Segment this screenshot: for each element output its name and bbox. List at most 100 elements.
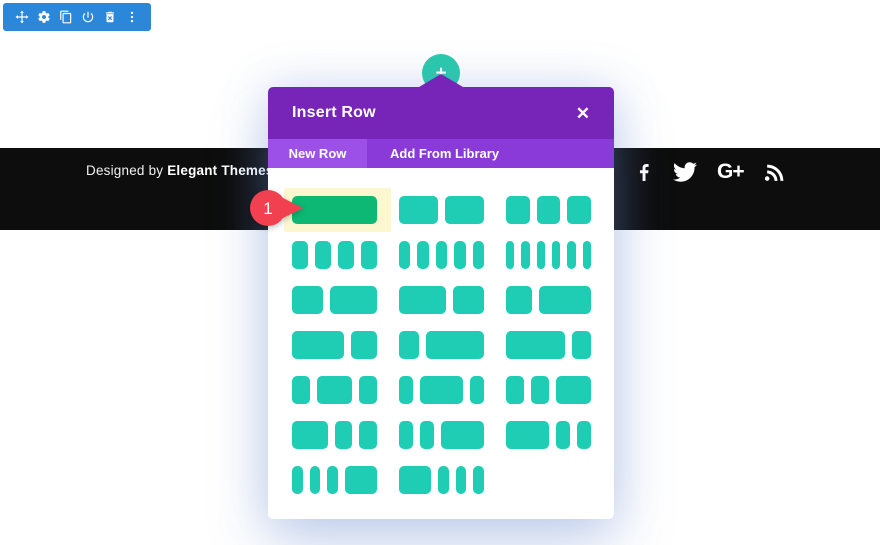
move-icon[interactable] [14, 10, 29, 25]
row-layout-option[interactable] [399, 421, 484, 449]
column-block [438, 466, 449, 494]
column-block [292, 376, 310, 404]
column-block [292, 331, 344, 359]
column-block [469, 376, 484, 404]
row-layout-option[interactable] [506, 376, 591, 404]
trash-icon[interactable] [103, 10, 118, 25]
column-block [506, 196, 530, 224]
row-layout-grid [268, 168, 614, 519]
annotation-badge-1: 1 [250, 190, 303, 226]
row-layout-option[interactable] [399, 286, 484, 314]
column-block [361, 241, 377, 269]
column-block [576, 421, 591, 449]
column-block [292, 466, 303, 494]
column-block [292, 241, 308, 269]
column-block [536, 241, 545, 269]
column-block [551, 241, 561, 269]
tab-new-row[interactable]: New Row [268, 139, 367, 168]
rss-icon[interactable] [763, 160, 788, 185]
column-block [567, 241, 576, 269]
row-layout-option[interactable] [292, 286, 377, 314]
row-layout-option[interactable] [506, 196, 592, 224]
column-block [399, 421, 414, 449]
power-icon[interactable] [81, 10, 96, 25]
column-block [582, 241, 591, 269]
column-block [292, 196, 377, 224]
row-layout-option[interactable] [506, 241, 591, 269]
column-block [399, 331, 419, 359]
credits-prefix: Designed by [86, 163, 168, 178]
column-block [359, 376, 377, 404]
tab-add-from-library[interactable]: Add From Library [390, 146, 500, 161]
column-block [316, 376, 353, 404]
footer-social-icons: G+ [636, 156, 788, 188]
row-layout-option[interactable] [399, 196, 484, 224]
column-block [506, 286, 532, 314]
footer-credits: Designed by Elegant Themes | [86, 163, 281, 178]
column-block [420, 376, 463, 404]
column-block [455, 466, 467, 494]
insert-row-modal: Insert Row ✕ New Row Add From Library [268, 74, 614, 519]
row-layout-option[interactable] [506, 421, 591, 449]
row-layout-option[interactable] [292, 421, 377, 449]
column-block [399, 196, 438, 224]
modal-title: Insert Row [292, 104, 376, 121]
section-toolbar [3, 3, 151, 31]
column-block [292, 286, 324, 314]
column-block [530, 376, 549, 404]
row-layout-option[interactable] [399, 466, 485, 494]
column-block [555, 376, 591, 404]
row-layout-option[interactable] [292, 331, 377, 359]
duplicate-icon[interactable] [58, 10, 73, 25]
modal-pointer-arrow [419, 74, 463, 87]
column-block [345, 466, 378, 494]
row-layout-option[interactable] [506, 286, 591, 314]
column-block [420, 421, 435, 449]
column-block [506, 331, 565, 359]
row-layout-option[interactable] [399, 331, 484, 359]
facebook-icon[interactable] [636, 159, 653, 186]
column-block [567, 196, 592, 224]
column-block [338, 241, 354, 269]
column-block [452, 286, 484, 314]
column-block [309, 466, 321, 494]
column-block [425, 331, 484, 359]
row-layout-option[interactable] [506, 331, 591, 359]
row-layout-option[interactable] [284, 188, 391, 232]
row-layout-option[interactable] [399, 241, 485, 269]
gear-icon[interactable] [36, 10, 51, 25]
close-icon[interactable]: ✕ [575, 103, 590, 123]
column-block [555, 421, 570, 449]
google-plus-icon[interactable]: G+ [717, 160, 745, 183]
column-block [327, 466, 339, 494]
twitter-icon[interactable] [672, 160, 698, 184]
column-block [334, 421, 353, 449]
annotation-number: 1 [263, 199, 272, 218]
column-block [399, 466, 431, 494]
row-layout-option[interactable] [292, 466, 378, 494]
row-layout-option[interactable] [292, 376, 377, 404]
column-block [506, 421, 549, 449]
column-block [454, 241, 466, 269]
column-block [399, 376, 414, 404]
column-block [445, 196, 484, 224]
column-block [315, 241, 331, 269]
column-block [399, 286, 446, 314]
credits-brand[interactable]: Elegant Themes [167, 163, 274, 178]
column-block [472, 241, 485, 269]
column-block [359, 421, 377, 449]
column-block [539, 286, 591, 314]
plus-icon: + [435, 62, 447, 84]
column-block [473, 466, 485, 494]
modal-header: Insert Row ✕ [268, 87, 614, 139]
column-block [521, 241, 530, 269]
row-layout-option[interactable] [399, 376, 484, 404]
column-block [417, 241, 429, 269]
column-block [571, 331, 591, 359]
row-layout-option[interactable] [292, 241, 377, 269]
column-block [506, 376, 524, 404]
more-options-icon[interactable] [125, 10, 140, 25]
column-block [536, 196, 561, 224]
column-block [292, 421, 328, 449]
